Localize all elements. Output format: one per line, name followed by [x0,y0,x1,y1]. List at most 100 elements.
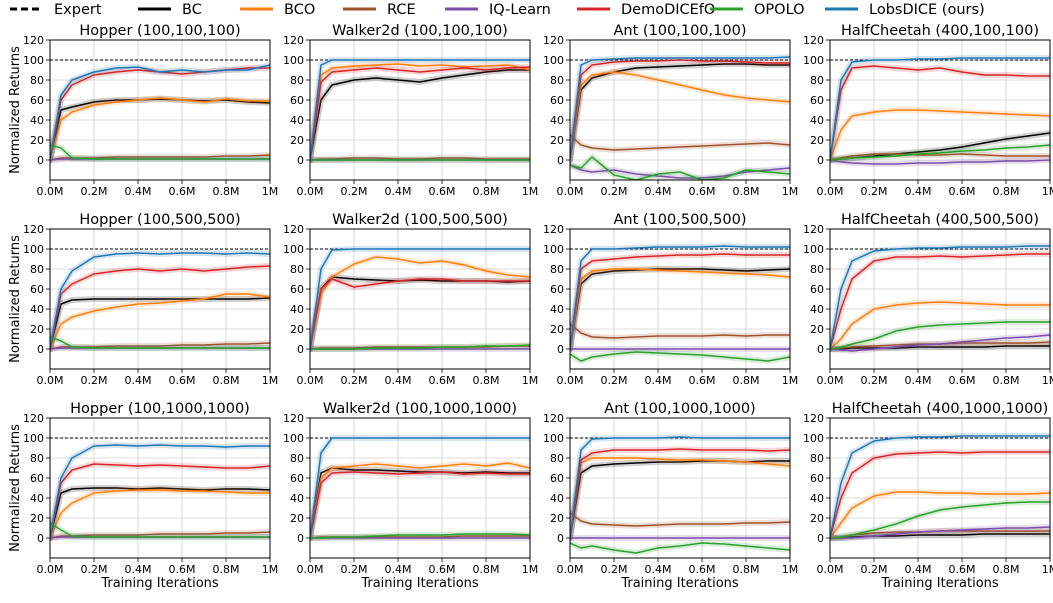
panel-walker2d-100-1000-1000: Walker2d (100,1000,1000) 0 20 40 60 80 100 120 0… [283,401,538,591]
series-band-demodicefo [50,65,270,163]
series-line-lobsdice-ours [830,435,1050,539]
y-tick-label: 20 [30,134,44,147]
series-line-bco [570,268,790,350]
legend-item-bc: BC [138,2,202,18]
series-line-opolo [830,501,1050,539]
y-tick-label: 120 [543,412,564,425]
panel-frame [569,417,791,559]
y-tick-label: 60 [810,283,824,296]
x-axis-label: Training Iterations [360,576,479,591]
panel-frame [49,417,271,559]
series-line-bc [50,487,270,539]
y-tick-label: 0 [297,532,304,545]
series-line-demodicefo [830,65,1050,161]
series-line-bco [50,97,270,161]
series-line-opolo [830,321,1050,350]
x-tick-label: 1M [1042,185,1053,198]
y-tick-label: 80 [810,263,824,276]
x-tick-label: 1M [262,563,279,576]
panel-title: HalfCheetah (400,500,500) [841,212,1039,228]
series-line-demodicefo [310,278,530,350]
x-tick-label: 0.4M [905,374,932,387]
series-line-lobsdice-ours [310,437,530,539]
x-tick-label: 0.4M [385,185,412,198]
y-tick-label: 20 [30,512,44,525]
series-band-bc [310,274,530,352]
series-line-opolo [50,336,270,349]
y-tick-label: 0 [557,343,564,356]
x-tick-label: 1M [522,563,539,576]
x-tick-label: 0.4M [645,185,672,198]
legend: Expert BC BCO RCE IQ-Learn DemoDICEfO OPOLO Lob… [10,2,985,18]
y-tick-label: 100 [803,432,824,445]
legend-label-lobsdice-ours: LobsDICE (ours) [869,2,985,18]
series-line-lobsdice-ours [310,248,530,350]
series-line-iq-learn [830,334,1050,352]
y-tick-label: 40 [550,303,564,316]
x-tick-label: 0.8M [733,185,760,198]
panel-title: Walker2d (100,500,500) [332,212,508,228]
x-tick-label: 0.6M [429,563,456,576]
panel-title: Walker2d (100,100,100) [332,23,508,39]
y-tick-label: 80 [290,74,304,87]
plot-area [50,248,270,352]
plot-area [50,437,270,541]
x-tick-label: 0.6M [169,374,196,387]
y-tick-label: 120 [283,223,304,236]
x-tick-label: 0.6M [429,374,456,387]
x-tick-label: 0.4M [385,563,412,576]
x-tick-label: 0.2M [861,563,888,576]
x-tick-label: 0.6M [689,563,716,576]
legend-item-iq-learn: IQ-Learn [445,2,551,18]
x-tick-label: 0.2M [601,374,628,387]
series-band-opolo [50,142,270,162]
y-tick-label: 120 [23,412,44,425]
x-axis-label: Training Iterations [620,576,739,591]
y-tick-label: 100 [23,54,44,67]
y-tick-label: 0 [557,154,564,167]
y-axis-label: Normalized Returns [8,46,23,174]
x-tick-label: 1M [262,185,279,198]
x-tick-label: 0.4M [125,563,152,576]
y-tick-label: 100 [283,243,304,256]
series-line-bco [50,489,270,539]
y-tick-label: 80 [30,452,44,465]
x-tick-label: 0.6M [429,185,456,198]
series-line-demodicefo [830,451,1050,539]
panel-ant-100-1000-1000: Ant (100,1000,1000) 0 20 40 60 80 100 120 0.0M 0.… [543,401,798,591]
series-line-opolo [50,522,270,538]
x-tick-label: 0.0M [37,563,64,576]
legend-label-expert: Expert [54,2,102,18]
x-tick-label: 0.0M [817,563,844,576]
y-tick-label: 80 [810,74,824,87]
x-tick-label: 0.8M [473,563,500,576]
series-line-opolo [310,344,530,350]
legend-label-iq-learn: IQ-Learn [489,2,551,18]
panel-title: Hopper (100,100,100) [79,23,240,39]
y-tick-label: 60 [290,472,304,485]
y-tick-label: 40 [290,114,304,127]
y-tick-label: 40 [30,303,44,316]
x-tick-label: 0.0M [37,374,64,387]
y-tick-label: 120 [23,34,44,47]
legend-item-expert: Expert [10,2,102,18]
y-tick-label: 20 [550,323,564,336]
x-tick-label: 0.2M [861,185,888,198]
series-line-rce [570,323,790,339]
series-line-opolo [570,156,790,180]
panel-title: HalfCheetah (400,100,100) [841,23,1039,39]
y-tick-label: 120 [803,412,824,425]
x-tick-label: 0.6M [169,185,196,198]
plot-area [570,54,790,180]
legend-item-demodicefo: DemoDICEfO [577,2,715,18]
subplot-grid: Hopper (100,100,100) 0 20 40 60 80 100 120 0.0M 0… [8,23,1053,591]
y-axis-label: Normalized Returns [8,235,23,363]
series-line-bc [310,467,530,539]
series-band-demodicefo [310,469,530,541]
plot-area [570,243,790,364]
panel-frame [569,39,791,181]
panel-frame [829,417,1051,559]
panel-halfcheetah-400-100-100: HalfCheetah (400,100,100) 0 20 40 60 80 100 120… [803,23,1053,198]
x-tick-label: 0.8M [733,563,760,576]
y-tick-label: 80 [290,263,304,276]
